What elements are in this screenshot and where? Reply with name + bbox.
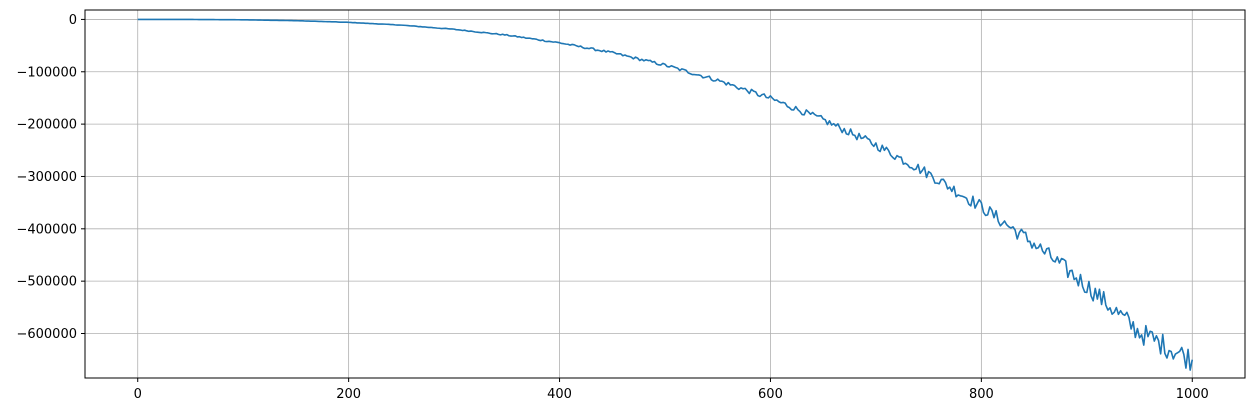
grid-lines — [85, 10, 1245, 378]
series-line — [137, 18, 1194, 371]
x-tick-label: 600 — [758, 387, 783, 402]
y-tick-label: −300000 — [16, 170, 77, 185]
x-tick-label: 1000 — [1176, 387, 1209, 402]
y-axis: 0 −100000 −200000 −300000 −400000 −500000 −600… — [16, 13, 85, 342]
y-tick-label: 0 — [69, 13, 77, 28]
y-tick-label: −200000 — [16, 118, 77, 133]
y-tick-label: −100000 — [16, 65, 77, 80]
x-tick-label: 0 — [134, 387, 142, 402]
y-tick-label: −600000 — [16, 327, 77, 342]
x-tick-label: 400 — [547, 387, 572, 402]
x-tick-label: 800 — [969, 387, 994, 402]
y-tick-label: −400000 — [16, 222, 77, 237]
series-layer — [137, 18, 1194, 371]
plot-frame — [84, 9, 1246, 379]
x-tick-label: 200 — [336, 387, 361, 402]
x-axis: 0 200 400 600 800 1000 — [134, 378, 1209, 402]
y-tick-label: −500000 — [16, 275, 77, 290]
